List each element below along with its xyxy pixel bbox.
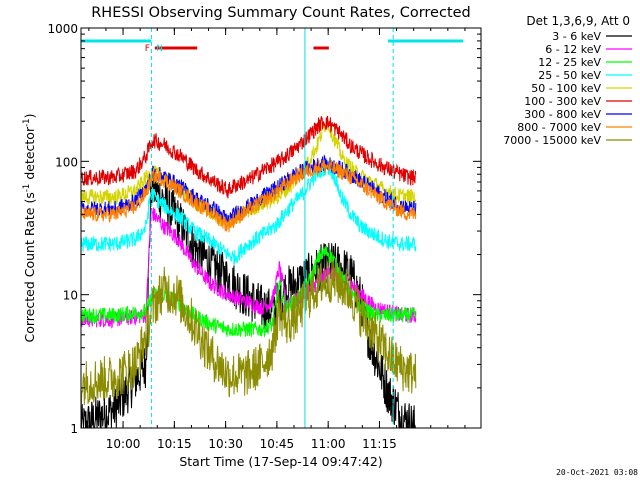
plot-frame: [80, 27, 482, 429]
y-tick-label: 10: [63, 289, 78, 303]
legend-label: 50 - 100 keV: [531, 82, 601, 95]
y-axis-label: Corrected Count Rate (s-1 detector-1): [22, 114, 37, 343]
series-layer: [81, 115, 417, 428]
axis-ticks: 10:00 10:15 10:30 10:45 11:00 11:15 1 10 100 1000: [47, 22, 481, 451]
legend-title: Det 1,3,6,9, Att 0: [526, 14, 630, 28]
series-line-7000-15000-kev: [81, 257, 417, 406]
flag-label: F: [145, 44, 150, 54]
flag-label: N: [156, 44, 163, 54]
legend-label: 12 - 25 keV: [538, 56, 601, 69]
x-tick-label: 11:00: [311, 437, 346, 451]
legend-label: 7000 - 15000 keV: [503, 134, 601, 147]
y-tick-label: 100: [55, 155, 78, 169]
x-tick-label: 10:00: [106, 437, 141, 451]
x-tick-label: 10:45: [260, 437, 295, 451]
x-tick-label: 10:30: [208, 437, 243, 451]
orbit-markers: [150, 28, 394, 428]
legend-label: 3 - 6 keV: [552, 30, 601, 43]
y-tick-label: 1000: [47, 22, 78, 36]
legend-label: 300 - 800 keV: [524, 108, 601, 121]
x-tick-label: 10:15: [157, 437, 192, 451]
series-line-25-50-kev: [81, 159, 417, 266]
chart-title: RHESSI Observing Summary Count Rates, Co…: [91, 5, 471, 21]
series-line-100-300-kev: [81, 115, 417, 199]
x-axis-label: Start Time (17-Sep-14 09:47:42): [179, 454, 382, 469]
series-line-12-25-kev: [81, 245, 417, 338]
legend-label: 100 - 300 keV: [524, 95, 601, 108]
legend-label: 800 - 7000 keV: [517, 121, 601, 134]
timestamp: 20-Oct-2021 03:08: [556, 468, 638, 477]
y-tick-label: 1: [70, 422, 78, 436]
x-tick-label: 11:15: [362, 437, 397, 451]
series-line-800-7000-kev: [81, 159, 417, 233]
legend-label: 6 - 12 keV: [545, 43, 601, 56]
legend-label: 25 - 50 keV: [538, 69, 601, 82]
